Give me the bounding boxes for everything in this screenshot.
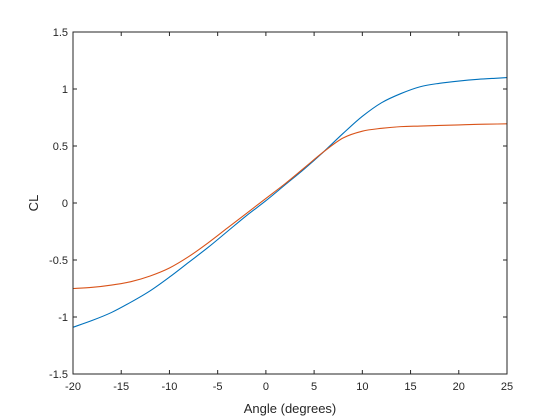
y-tick-label: -1	[58, 312, 68, 324]
x-tick-label: 5	[311, 381, 317, 393]
y-tick-label: 1	[62, 84, 68, 96]
x-tick-label: -20	[65, 381, 81, 393]
x-tick-label: 0	[263, 381, 269, 393]
x-tick-label: -15	[113, 381, 129, 393]
y-tick-label: -0.5	[49, 255, 68, 267]
y-tick-label: -1.5	[49, 369, 68, 381]
x-axis-title: Angle (degrees)	[244, 401, 337, 416]
y-tick-label: 0	[62, 198, 68, 210]
x-tick-label: -5	[213, 381, 223, 393]
x-tick-label: 25	[501, 381, 513, 393]
y-tick-label: 1.5	[53, 27, 68, 39]
y-axis-title: CL	[26, 195, 41, 212]
y-tick-label: 0.5	[53, 141, 68, 153]
x-tick-label: 20	[453, 381, 465, 393]
x-tick-label: 10	[356, 381, 368, 393]
x-tick-label: 15	[404, 381, 416, 393]
x-tick-label: -10	[161, 381, 177, 393]
